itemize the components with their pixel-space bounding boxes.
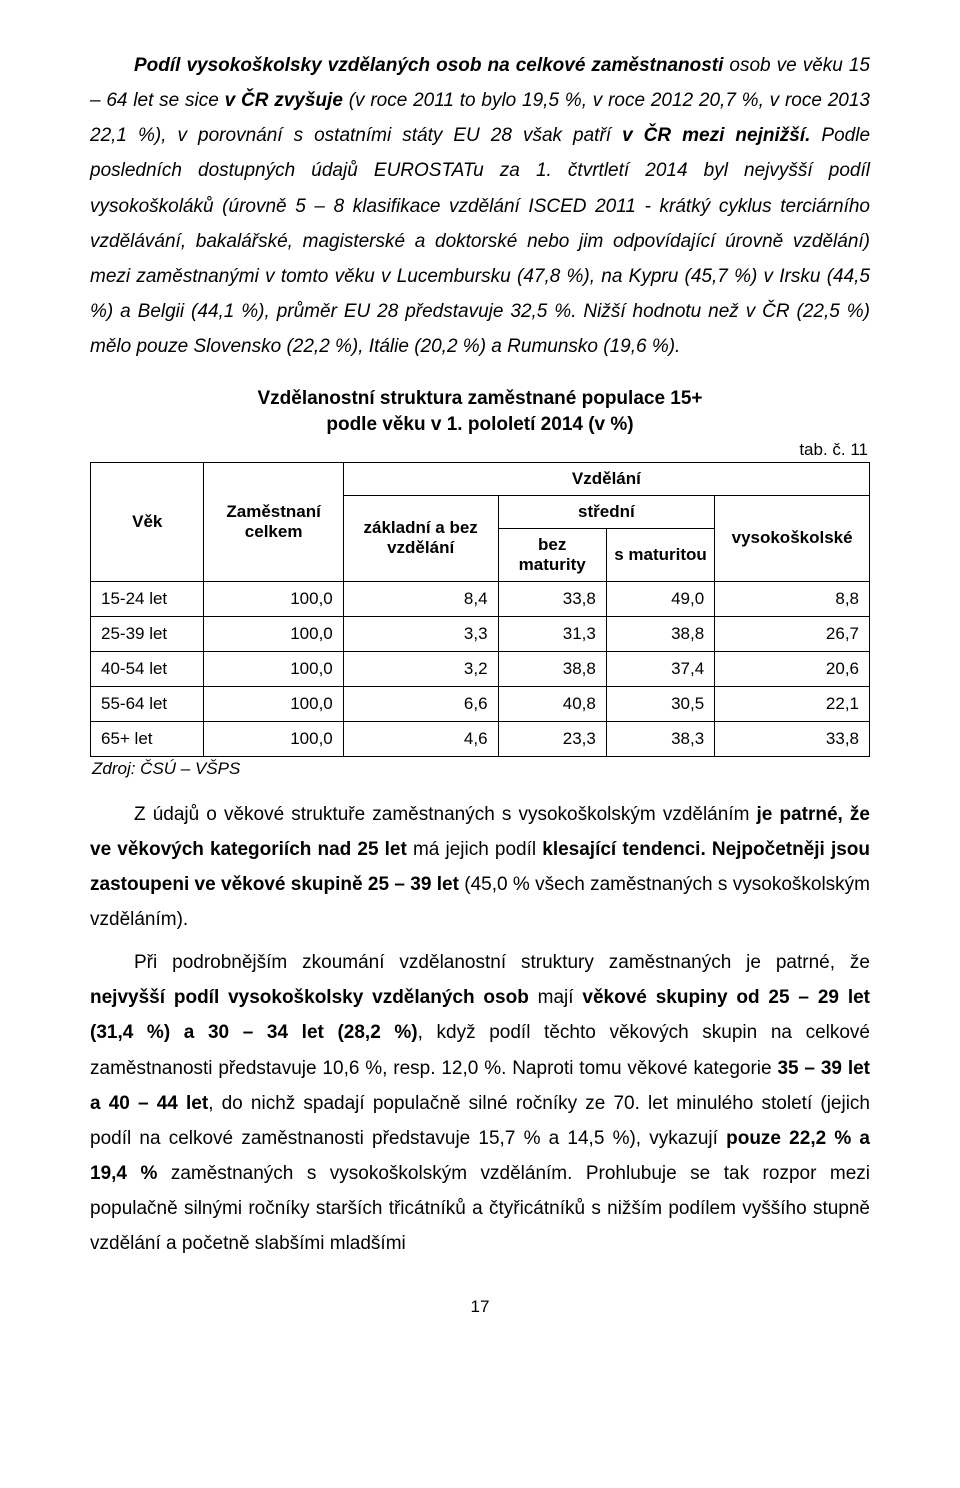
- p3-txt-i: zaměstnaných s vysokoškolským vzděláním.…: [90, 1163, 870, 1254]
- cell-total: 100,0: [204, 651, 343, 686]
- cell-university: 33,8: [715, 721, 870, 756]
- table-row: 40-54 let 100,0 3,2 38,8 37,4 20,6: [91, 651, 870, 686]
- cell-with-maturita: 38,8: [606, 616, 714, 651]
- page-number: 17: [90, 1297, 870, 1317]
- p1-bold-a: Podíl vysokoškolsky vzdělaných osob na c…: [134, 55, 723, 76]
- p1-bold-c: v ČR zvyšuje: [225, 90, 343, 111]
- cell-with-maturita: 49,0: [606, 581, 714, 616]
- cell-age: 55-64 let: [91, 686, 204, 721]
- cell-total: 100,0: [204, 616, 343, 651]
- p3-txt-a: Při podrobnějším zkoumání vzdělanostní s…: [134, 952, 870, 973]
- cell-with-maturita: 37,4: [606, 651, 714, 686]
- paragraph-2: Z údajů o věkové struktuře zaměstnaných …: [90, 797, 870, 938]
- education-structure-table: Věk Zaměstnaní celkem Vzdělání základní …: [90, 462, 870, 757]
- cell-without-maturita: 31,3: [498, 616, 606, 651]
- cell-total: 100,0: [204, 686, 343, 721]
- paragraph-3: Při podrobnějším zkoumání vzdělanostní s…: [90, 945, 870, 1261]
- cell-with-maturita: 38,3: [606, 721, 714, 756]
- p1-bold-e: v ČR mezi nejnižší.: [622, 125, 810, 146]
- th-with-maturita: s maturitou: [606, 528, 714, 581]
- table-header: Věk Zaměstnaní celkem Vzdělání základní …: [91, 462, 870, 581]
- th-employed-total: Zaměstnaní celkem: [204, 462, 343, 581]
- cell-university: 26,7: [715, 616, 870, 651]
- cell-total: 100,0: [204, 721, 343, 756]
- cell-age: 40-54 let: [91, 651, 204, 686]
- th-basic: základní a bez vzdělání: [343, 495, 498, 581]
- table-body: 15-24 let 100,0 8,4 33,8 49,0 8,8 25-39 …: [91, 581, 870, 756]
- document-page: Podíl vysokoškolsky vzdělaných osob na c…: [0, 0, 960, 1357]
- cell-basic: 3,3: [343, 616, 498, 651]
- paragraph-1: Podíl vysokoškolsky vzdělaných osob na c…: [90, 48, 870, 364]
- cell-university: 8,8: [715, 581, 870, 616]
- table-title-line2: podle věku v 1. pololetí 2014 (v %): [326, 414, 633, 435]
- cell-university: 20,6: [715, 651, 870, 686]
- th-education: Vzdělání: [343, 462, 869, 495]
- table-row: 15-24 let 100,0 8,4 33,8 49,0 8,8: [91, 581, 870, 616]
- cell-basic: 4,6: [343, 721, 498, 756]
- table-title-line1: Vzdělanostní struktura zaměstnané popula…: [257, 388, 702, 409]
- table-row: 65+ let 100,0 4,6 23,3 38,3 33,8: [91, 721, 870, 756]
- p3-txt-c: mají: [529, 987, 583, 1008]
- p2-txt-a: Z údajů o věkové struktuře zaměstnaných …: [134, 804, 757, 825]
- th-secondary: střední: [498, 495, 715, 528]
- cell-basic: 3,2: [343, 651, 498, 686]
- cell-total: 100,0: [204, 581, 343, 616]
- table-row: 25-39 let 100,0 3,3 31,3 38,8 26,7: [91, 616, 870, 651]
- p2-txt-c: má jejich podíl: [407, 839, 542, 860]
- table-row: 55-64 let 100,0 6,6 40,8 30,5 22,1: [91, 686, 870, 721]
- table-wrapper: Věk Zaměstnaní celkem Vzdělání základní …: [90, 462, 870, 757]
- p3-bold-b: nejvyšší podíl vysokoškolsky vzdělaných …: [90, 987, 529, 1008]
- table-number-label: tab. č. 11: [90, 440, 868, 460]
- th-university: vysokoškolské: [715, 495, 870, 581]
- cell-university: 22,1: [715, 686, 870, 721]
- table-title: Vzdělanostní struktura zaměstnané popula…: [90, 386, 870, 437]
- cell-without-maturita: 33,8: [498, 581, 606, 616]
- p1-txt-f: Podle posledních dostupných údajů EUROST…: [90, 125, 870, 357]
- cell-age: 15-24 let: [91, 581, 204, 616]
- th-without-maturita: bez maturity: [498, 528, 606, 581]
- cell-without-maturita: 23,3: [498, 721, 606, 756]
- table-source: Zdroj: ČSÚ – VŠPS: [92, 759, 870, 779]
- th-age: Věk: [91, 462, 204, 581]
- cell-with-maturita: 30,5: [606, 686, 714, 721]
- cell-without-maturita: 40,8: [498, 686, 606, 721]
- cell-without-maturita: 38,8: [498, 651, 606, 686]
- cell-age: 25-39 let: [91, 616, 204, 651]
- cell-basic: 8,4: [343, 581, 498, 616]
- cell-age: 65+ let: [91, 721, 204, 756]
- cell-basic: 6,6: [343, 686, 498, 721]
